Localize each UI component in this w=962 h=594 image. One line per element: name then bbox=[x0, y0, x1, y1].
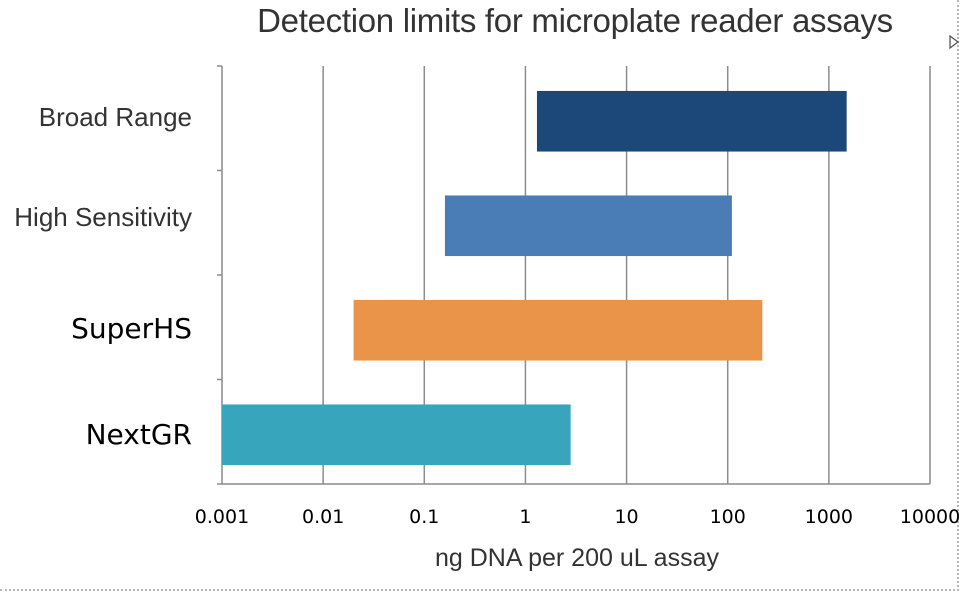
scroll-indicator bbox=[949, 34, 960, 50]
x-tick-label: 10 bbox=[614, 506, 638, 528]
x-tick-label: 10000 bbox=[900, 506, 960, 528]
category-label-nextgr: NextGR bbox=[85, 418, 192, 451]
x-tick-label: 0.001 bbox=[195, 506, 249, 528]
scroll-arrow-icon bbox=[949, 34, 960, 50]
category-label-high-sensitivity: High Sensitivity bbox=[14, 202, 192, 232]
range-bar-broad-range bbox=[536, 90, 847, 152]
x-tick-label: 100 bbox=[710, 506, 746, 528]
x-tick-label: 0.1 bbox=[409, 506, 439, 528]
chart-title: Detection limits for microplate reader a… bbox=[257, 2, 893, 39]
range-bar-nextgr bbox=[222, 404, 571, 466]
x-tick-label: 1 bbox=[519, 506, 531, 528]
category-label-broad-range: Broad Range bbox=[38, 102, 192, 132]
x-tick-label: 1000 bbox=[805, 506, 853, 528]
range-bar-high-sensitivity bbox=[444, 195, 732, 257]
x-axis-label: ng DNA per 200 uL assay bbox=[435, 544, 719, 572]
category-label-superhs: SuperHS bbox=[71, 312, 192, 345]
range-bar-superhs bbox=[353, 299, 763, 361]
x-tick-label: 0.01 bbox=[302, 506, 344, 528]
